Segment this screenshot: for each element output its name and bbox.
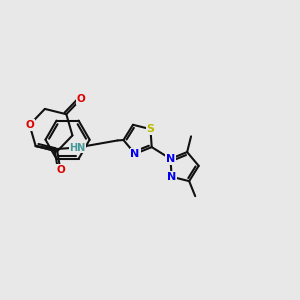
Text: O: O [76, 94, 85, 104]
Text: S: S [146, 124, 154, 134]
Text: O: O [25, 120, 34, 130]
Text: N: N [130, 149, 140, 159]
Text: HN: HN [69, 142, 85, 152]
Text: O: O [56, 165, 65, 175]
Text: N: N [167, 172, 176, 182]
Text: N: N [166, 154, 175, 164]
